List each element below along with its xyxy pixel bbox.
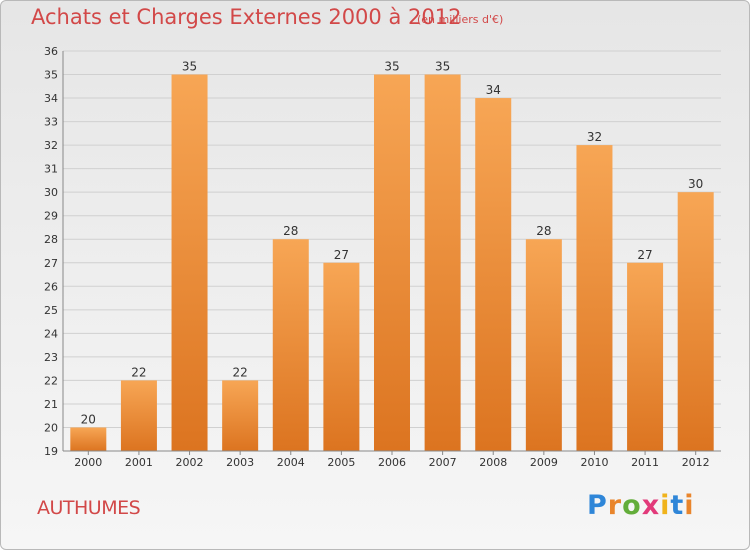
y-tick-label: 25 — [44, 304, 58, 317]
x-tick-label: 2012 — [682, 456, 710, 469]
bar-value-label: 34 — [486, 83, 501, 97]
x-tick-label: 2009 — [530, 456, 558, 469]
chart-title: Achats et Charges Externes 2000 à 2012 — [31, 5, 462, 29]
bar-value-label: 22 — [131, 365, 146, 379]
x-tick-label: 2003 — [226, 456, 254, 469]
x-tick-label: 2005 — [327, 456, 355, 469]
bar-value-label: 35 — [384, 60, 399, 74]
bar-value-label: 27 — [637, 248, 652, 262]
bar[interactable] — [70, 427, 107, 451]
y-tick-label: 34 — [44, 92, 58, 105]
y-tick-label: 22 — [44, 374, 58, 387]
bar[interactable] — [272, 239, 309, 451]
y-tick-label: 29 — [44, 210, 58, 223]
bar[interactable] — [424, 74, 461, 451]
town-name: AUTHUMES — [37, 497, 141, 519]
bar-value-label: 20 — [81, 412, 96, 426]
bar-value-label: 35 — [182, 60, 197, 74]
bar-value-label: 28 — [283, 224, 298, 238]
bar-value-label: 22 — [233, 365, 248, 379]
bar-value-label: 27 — [334, 248, 349, 262]
bar[interactable] — [627, 262, 664, 451]
bar[interactable] — [475, 98, 512, 451]
bar-series — [70, 74, 714, 452]
y-tick-label: 35 — [44, 69, 58, 82]
y-tick-label: 23 — [44, 351, 58, 364]
x-tick-label: 2001 — [125, 456, 153, 469]
bar-value-label: 28 — [536, 224, 551, 238]
x-tick-label: 2002 — [176, 456, 204, 469]
x-tick-label: 2004 — [277, 456, 305, 469]
bar-value-label: 32 — [587, 130, 602, 144]
y-tick-label: 27 — [44, 257, 58, 270]
x-tick-label: 2006 — [378, 456, 406, 469]
y-axis-tick-labels: 19 20 21 22 23 24 25 26 27 28 29 30 31 32 33 34 35 36 — [44, 45, 58, 458]
y-tick-label: 28 — [44, 233, 58, 246]
y-tick-label: 36 — [44, 45, 58, 58]
x-tick-label: 2007 — [429, 456, 457, 469]
chart-unit-note: (en milliers d'€) — [417, 13, 504, 26]
y-tick-label: 31 — [44, 163, 58, 176]
bar[interactable] — [374, 74, 410, 451]
data-labels: 20 22 35 22 28 27 35 35 34 28 32 27 30 — [81, 60, 704, 427]
bar-value-label: 35 — [435, 60, 450, 74]
bar[interactable] — [677, 192, 714, 452]
y-tick-label: 32 — [44, 139, 58, 152]
axes — [62, 51, 721, 452]
y-tick-label: 20 — [44, 421, 58, 434]
x-tick-label: 2008 — [479, 456, 507, 469]
y-tick-label: 26 — [44, 280, 58, 293]
y-tick-label: 30 — [44, 186, 58, 199]
x-tick-label: 2010 — [580, 456, 608, 469]
x-tick-label: 2011 — [631, 456, 659, 469]
y-tick-label: 24 — [44, 327, 58, 340]
x-tick-label: 2000 — [74, 456, 102, 469]
bar[interactable] — [525, 239, 562, 451]
bar[interactable] — [323, 262, 360, 451]
bar[interactable] — [120, 380, 157, 451]
y-tick-label: 21 — [44, 398, 58, 411]
bar-value-label: 30 — [688, 177, 703, 191]
y-tick-label: 19 — [44, 445, 58, 458]
x-axis-tick-labels: 2000 2001 2002 2003 2004 2005 2006 2007 2008 2009… — [74, 451, 710, 469]
proxiti-logo[interactable]: Proxiti — [587, 490, 695, 521]
y-tick-label: 33 — [44, 116, 58, 129]
bar[interactable] — [576, 145, 613, 451]
bar[interactable] — [171, 74, 208, 451]
bar[interactable] — [222, 380, 259, 451]
